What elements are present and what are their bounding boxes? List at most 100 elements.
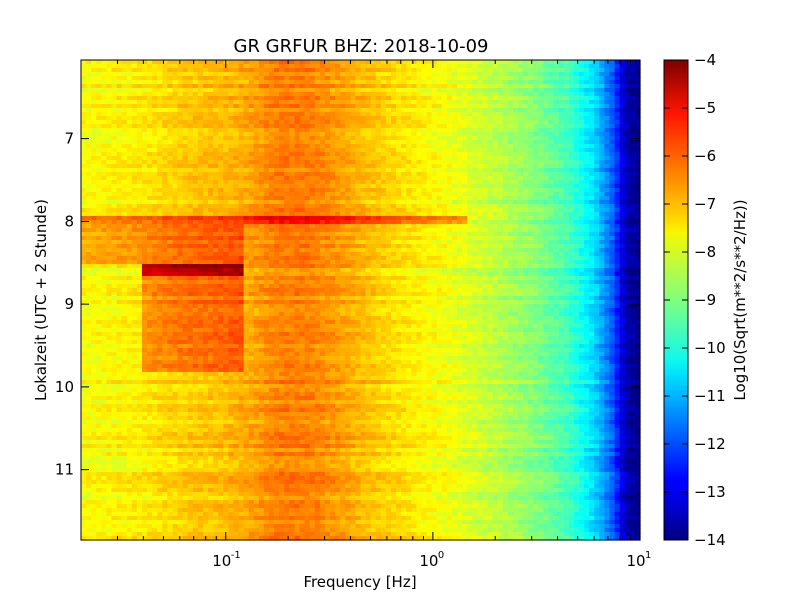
heatmap-cell	[375, 132, 382, 137]
heatmap-cell	[111, 144, 118, 149]
heatmap-cell	[406, 104, 412, 109]
heatmap-cell	[492, 192, 499, 197]
heatmap-cell	[289, 80, 296, 85]
heatmap-cell	[284, 96, 290, 101]
heatmap-cell	[604, 144, 611, 149]
heatmap-cell	[177, 80, 184, 85]
heatmap-cell	[324, 92, 331, 97]
heatmap-cell	[238, 188, 245, 193]
heatmap-cell	[426, 232, 433, 237]
heatmap-cell	[309, 228, 316, 233]
heatmap-cell	[182, 204, 189, 209]
heatmap-cell	[523, 164, 529, 169]
heatmap-cell	[629, 92, 636, 97]
heatmap-cell	[91, 60, 97, 65]
heatmap-cell	[121, 72, 128, 77]
heatmap-cell	[121, 156, 128, 161]
heatmap-cell	[528, 112, 534, 117]
heatmap-cell	[309, 184, 316, 189]
heatmap-cell	[365, 176, 372, 181]
heatmap-cell	[86, 212, 92, 217]
heatmap-cell	[309, 84, 316, 89]
heatmap-cell	[629, 216, 636, 221]
heatmap-cell	[573, 88, 580, 93]
heatmap-cell	[528, 120, 534, 125]
heatmap-cell	[309, 140, 316, 145]
heatmap-cell	[167, 192, 174, 197]
heatmap-cell	[482, 204, 489, 209]
heatmap-cell	[319, 60, 326, 65]
heatmap-cell	[284, 192, 290, 197]
heatmap-cell	[614, 104, 621, 109]
heatmap-cell	[131, 140, 138, 145]
heatmap-cell	[197, 200, 204, 205]
heatmap-cell	[223, 228, 229, 233]
heatmap-cell	[457, 204, 463, 209]
heatmap-cell	[365, 168, 372, 173]
heatmap-cell	[385, 208, 392, 213]
heatmap-cell	[177, 168, 184, 173]
heatmap-cell	[553, 224, 560, 229]
heatmap-cell	[360, 76, 367, 81]
heatmap-cell	[421, 64, 428, 69]
heatmap-cell	[274, 124, 280, 129]
heatmap-cell	[426, 116, 433, 121]
heatmap-cell	[96, 64, 102, 69]
heatmap-cell	[512, 72, 519, 77]
heatmap-cell	[299, 212, 306, 217]
heatmap-cell	[528, 100, 534, 105]
heatmap-cell	[263, 100, 270, 105]
heatmap-cell	[584, 116, 590, 121]
heatmap-cell	[141, 224, 148, 229]
heatmap-cell	[263, 108, 270, 113]
heatmap-cell	[345, 64, 351, 69]
heatmap-cell	[548, 120, 555, 125]
heatmap-cell	[233, 128, 240, 133]
heatmap-cell	[136, 180, 143, 185]
heatmap-cell	[81, 220, 87, 225]
heatmap-cell	[462, 232, 468, 237]
heatmap-cell	[416, 156, 423, 161]
heatmap-cell	[457, 124, 463, 129]
heatmap-cell	[370, 104, 377, 109]
heatmap-cell	[482, 72, 489, 77]
heatmap-cell	[192, 212, 199, 217]
heatmap-cell	[177, 104, 184, 109]
heatmap-cell	[436, 100, 443, 105]
heatmap-cell	[411, 196, 417, 201]
heatmap-cell	[279, 160, 285, 165]
heatmap-cell	[319, 84, 326, 89]
heatmap-cell	[126, 132, 133, 137]
heatmap-cell	[202, 132, 209, 137]
heatmap-cell	[492, 144, 499, 149]
heatmap-cell	[477, 80, 484, 85]
heatmap-cell	[299, 72, 306, 77]
heatmap-cell	[558, 68, 565, 73]
heatmap-cell	[482, 136, 489, 141]
heatmap-cell	[101, 80, 108, 85]
heatmap-cell	[253, 108, 260, 113]
heatmap-cell	[197, 112, 204, 117]
heatmap-cell	[208, 136, 214, 141]
heatmap-cell	[609, 212, 616, 217]
heatmap-cell	[101, 240, 108, 245]
heatmap-cell	[477, 104, 484, 109]
heatmap-cell	[253, 172, 260, 177]
heatmap-cell	[416, 108, 423, 113]
heatmap-cell	[258, 76, 265, 81]
heatmap-cell	[360, 216, 367, 221]
heatmap-cell	[269, 100, 275, 105]
heatmap-cell	[126, 136, 133, 141]
heatmap-cell	[360, 180, 367, 185]
heatmap-cell	[136, 124, 143, 129]
heatmap-cell	[177, 192, 184, 197]
heatmap-cell	[406, 136, 412, 141]
heatmap-cell	[126, 84, 133, 89]
heatmap-cell	[390, 172, 397, 177]
heatmap-cell	[584, 108, 590, 113]
heatmap-cell	[523, 212, 529, 217]
heatmap-cell	[579, 180, 585, 185]
heatmap-cell	[335, 80, 341, 85]
heatmap-cell	[208, 68, 214, 73]
heatmap-cell	[436, 116, 443, 121]
